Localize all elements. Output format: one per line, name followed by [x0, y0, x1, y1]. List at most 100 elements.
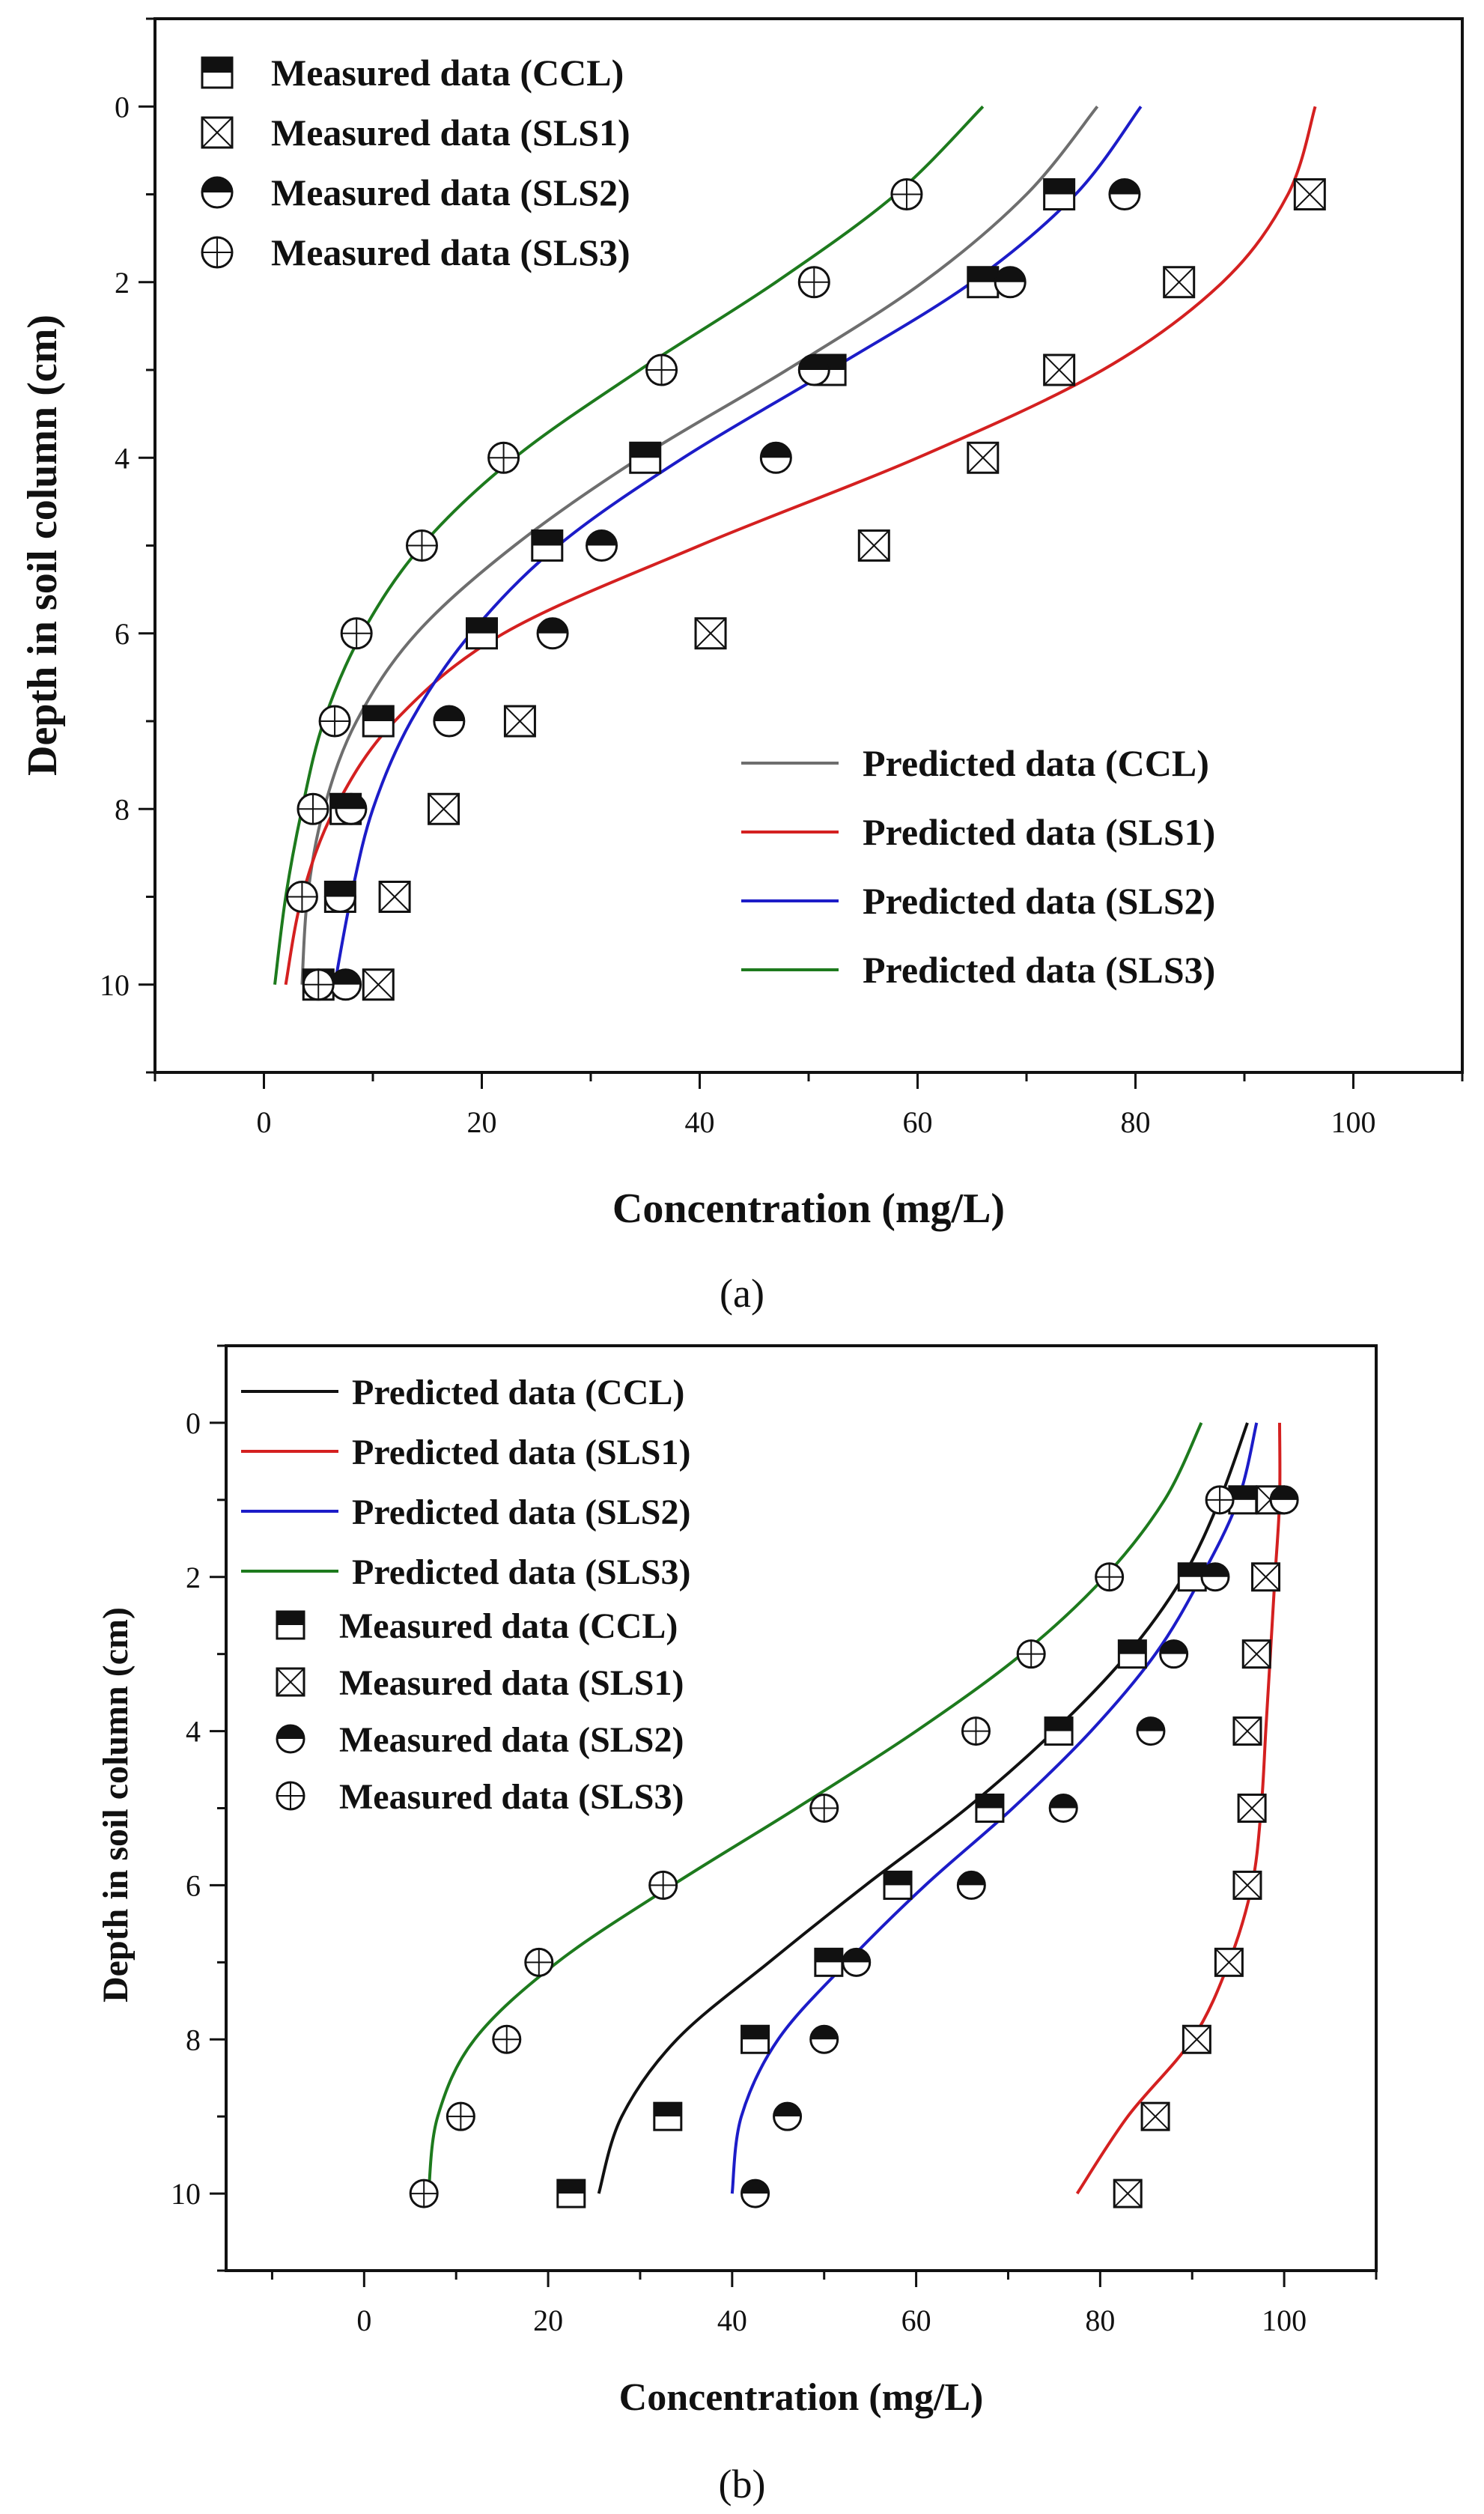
line-predicted-data-ccl-b	[597, 1422, 1249, 2194]
point-sls1-b-depth-10	[1113, 2179, 1143, 2208]
point-sls2-a-depth-10	[329, 968, 362, 1001]
line-predicted-data-sls2-a	[333, 106, 1143, 986]
y-tick-label-b-4: 4	[186, 1715, 201, 1749]
point-sls1-a-depth-2	[1163, 266, 1196, 299]
x-tick-label-b-100: 100	[1262, 2304, 1307, 2337]
legend-measured-a: Measured data (CCL) Measured data (SLS1) M…	[201, 52, 630, 273]
legend-label-measured-data-sls2-a: Measured data (SLS2)	[271, 171, 630, 213]
point-sls3-b-depth-4	[961, 1716, 991, 1746]
legend-label-predicted-data-sls3-b: Predicted data (SLS3)	[352, 1552, 690, 1592]
point-ccl-b-depth-10	[556, 2179, 586, 2208]
point-sls1-b-depth-3	[1241, 1639, 1271, 1669]
point-sls3-b-depth-8	[492, 2024, 522, 2054]
point-ccl-b-depth-9	[653, 2101, 683, 2131]
legend-label-predicted-data-sls1-a: Predicted data (SLS1)	[863, 811, 1215, 853]
point-sls2-a-depth-2	[994, 266, 1027, 299]
legend-label-predicted-data-ccl-a: Predicted data (CCL)	[863, 742, 1209, 784]
legend-predicted-b: Predicted data (CCL) Predicted data (SLS1…	[241, 1373, 690, 1592]
point-sls1-a-depth-7	[503, 705, 536, 738]
point-sls3-a-depth-7	[318, 705, 351, 738]
legend-label-measured-data-sls1-a: Measured data (SLS1)	[271, 112, 630, 154]
legend-label-measured-data-ccl-a: Measured data (CCL)	[271, 52, 624, 94]
point-sls3-b-depth-5	[809, 1794, 839, 1823]
legend-marker-measured-data-sls2-a	[201, 176, 234, 209]
point-sls1-a-depth-5	[857, 529, 890, 562]
legend-label-measured-data-sls3-b: Measured data (SLS3)	[339, 1777, 684, 1817]
legend-label-measured-data-sls1-b: Measured data (SLS1)	[339, 1663, 684, 1703]
point-sls2-a-depth-8	[335, 792, 368, 825]
point-sls2-b-depth-5	[1048, 1794, 1078, 1823]
point-sls3-a-depth-6	[340, 617, 373, 650]
axes-b: 0 20 40 60 80 100 0 2 4 6 8 10	[171, 1344, 1378, 2337]
point-sls1-a-depth-6	[694, 617, 727, 650]
legend-marker-measured-data-ccl-b	[276, 1610, 305, 1640]
point-ccl-b-depth-8	[741, 2024, 770, 2054]
point-ccl-a-depth-1	[1043, 178, 1076, 210]
x-tick-label-a-80: 80	[1121, 1105, 1151, 1139]
y-tick-label-a-2: 2	[115, 266, 130, 300]
point-ccl-a-depth-6	[466, 617, 498, 650]
point-sls1-a-depth-8	[428, 792, 460, 825]
point-sls3-a-depth-5	[405, 529, 438, 562]
measured-points-b	[409, 1485, 1299, 2208]
y-axis-label-a: Depth in soil column (cm)	[19, 315, 66, 776]
measured-points-a	[285, 178, 1326, 1001]
point-sls3-a-depth-10	[302, 968, 335, 1001]
point-sls2-a-depth-1	[1108, 178, 1141, 210]
point-sls1-a-depth-4	[967, 441, 1000, 474]
point-ccl-a-depth-4	[629, 441, 662, 474]
y-tick-label-b-8: 8	[186, 2023, 201, 2056]
point-sls2-b-depth-4	[1136, 1716, 1166, 1746]
y-tick-label-b-6: 6	[186, 1868, 201, 1902]
legend-marker-measured-data-sls1-b	[276, 1667, 305, 1697]
x-tick-label-a-100: 100	[1331, 1105, 1376, 1139]
point-sls2-b-depth-6	[956, 1870, 986, 1900]
legend-label-measured-data-sls3-a: Measured data (SLS3)	[271, 231, 630, 273]
point-sls2-b-depth-9	[773, 2101, 803, 2131]
point-sls1-a-depth-3	[1043, 353, 1076, 386]
y-tick-label-b-10: 10	[171, 2177, 201, 2211]
point-ccl-a-depth-7	[362, 705, 395, 738]
point-ccl-a-depth-5	[531, 529, 564, 562]
chart-panel-b: 0 20 40 60 80 100 0 2 4 6 8 10 Predicted data (CCL)…	[96, 1344, 1378, 2507]
point-sls1-a-depth-1	[1293, 178, 1326, 210]
point-sls1-b-depth-9	[1140, 2101, 1170, 2131]
x-axis-label-a: Concentration (mg/L)	[612, 1185, 1005, 1232]
point-sls3-b-depth-10	[409, 2179, 439, 2208]
y-tick-label-a-6: 6	[115, 617, 130, 651]
legend-marker-measured-data-sls3-b	[276, 1781, 305, 1811]
legend-measured-b: Measured data (CCL) Measured data (SLS1) M…	[276, 1606, 684, 1817]
point-sls2-b-depth-10	[741, 2179, 770, 2208]
y-axis-label-b: Depth in soil column (cm)	[96, 1607, 136, 2003]
legend-marker-measured-data-ccl-a	[201, 56, 234, 89]
point-sls2-b-depth-7	[842, 1947, 872, 1977]
point-sls2-b-depth-1	[1269, 1485, 1299, 1515]
legend-label-predicted-data-ccl-b: Predicted data (CCL)	[352, 1373, 684, 1412]
x-tick-label-b-40: 40	[717, 2304, 747, 2337]
point-sls3-a-depth-1	[890, 178, 923, 210]
x-tick-label-b-60: 60	[901, 2304, 931, 2337]
point-sls1-a-depth-9	[378, 881, 411, 913]
point-sls2-a-depth-7	[433, 705, 466, 738]
point-sls3-b-depth-1	[1205, 1485, 1235, 1515]
point-sls1-b-depth-6	[1232, 1870, 1262, 1900]
point-sls3-b-depth-9	[445, 2101, 475, 2131]
point-sls2-a-depth-9	[323, 881, 356, 913]
y-tick-label-a-4: 4	[115, 441, 130, 475]
point-sls3-a-depth-3	[645, 353, 678, 386]
x-tick-label-a-0: 0	[257, 1105, 272, 1139]
axes-a: 0 20 40 60 80 100 0 2 4 6 8 10	[100, 17, 1464, 1139]
legend-label-measured-data-sls2-b: Measured data (SLS2)	[339, 1720, 684, 1760]
legend-marker-measured-data-sls3-a	[201, 236, 234, 269]
y-tick-label-a-8: 8	[115, 792, 130, 826]
x-tick-label-a-60: 60	[903, 1105, 933, 1139]
point-ccl-a-depth-2	[967, 266, 1000, 299]
point-sls2-a-depth-4	[759, 441, 792, 474]
point-sls2-a-depth-6	[536, 617, 569, 650]
point-sls3-a-depth-4	[487, 441, 520, 474]
legend-label-predicted-data-sls2-b: Predicted data (SLS2)	[352, 1493, 690, 1532]
legend-label-predicted-data-sls3-a: Predicted data (SLS3)	[863, 949, 1215, 991]
legend-marker-measured-data-sls1-a	[201, 116, 234, 149]
point-ccl-b-depth-5	[975, 1794, 1005, 1823]
